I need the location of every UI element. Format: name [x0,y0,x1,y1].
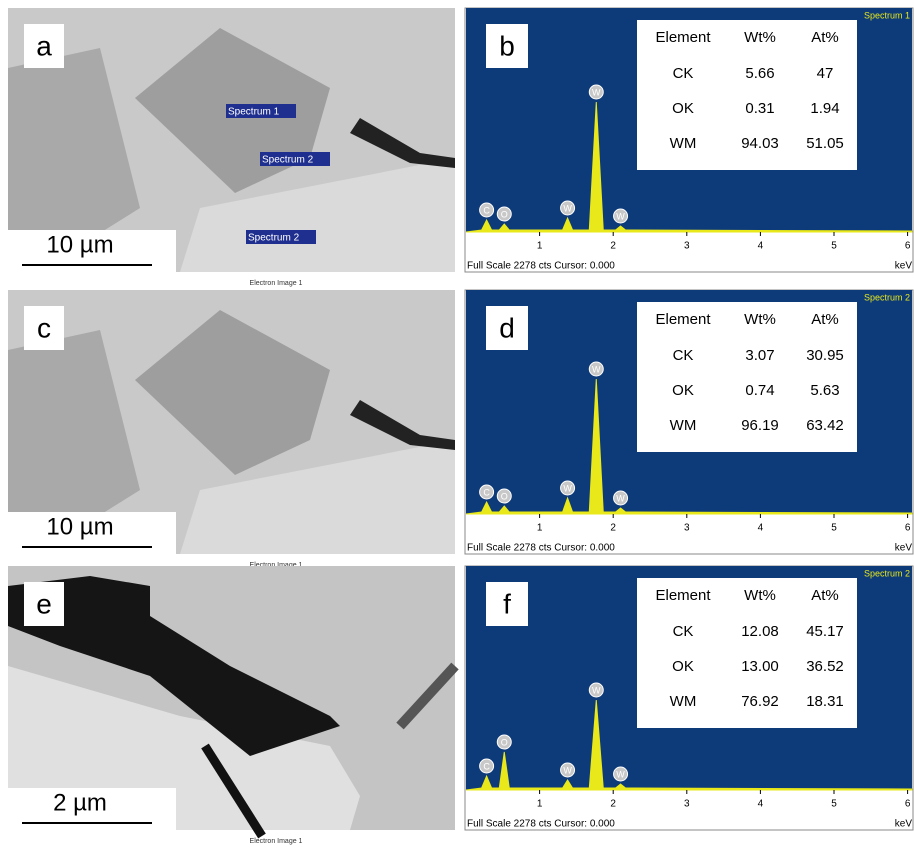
table-header: Element [655,29,711,46]
spectrum-title: Spectrum 2 [864,292,910,302]
scale-text: 10 µm [46,513,113,540]
panel-letter: e [36,588,52,619]
peak-label: O [501,209,508,219]
table-header: At% [811,311,839,328]
table-header: At% [811,587,839,604]
spectrum-footer: Full Scale 2278 cts Cursor: 0.000 [467,819,615,830]
image-caption: Electron Image 1 [250,280,303,287]
x-tick-label: 4 [758,523,764,534]
table-cell: 76.92 [741,693,779,710]
x-tick-label: 3 [684,523,690,534]
table-header: Wt% [744,587,776,604]
peak-label: O [501,737,508,747]
image-caption: Electron Image 1 [250,838,303,845]
table-cell: OK [672,382,694,399]
table-header: Element [655,311,711,328]
peak-label: C [483,487,490,497]
table-header: Element [655,587,711,604]
x-tick-label: 2 [610,799,616,810]
table-cell: OK [672,658,694,675]
spectrum-title: Spectrum 2 [864,568,910,578]
x-tick-label: 4 [758,799,764,810]
spectrum-footer: Full Scale 2278 cts Cursor: 0.000 [467,543,615,554]
table-cell: 5.63 [810,382,839,399]
table-cell: CK [673,65,694,82]
table-cell: 63.42 [806,417,844,434]
x-tick-label: 3 [684,241,690,252]
x-tick-label: 6 [905,523,911,534]
x-tick-label: 2 [610,241,616,252]
panel-letter: b [499,30,515,61]
table-cell: 18.31 [806,693,844,710]
peak-label: C [483,761,490,771]
panel-letter: f [503,588,511,619]
table-cell: WM [670,693,697,710]
table-cell: 0.74 [745,382,774,399]
spot-label: Spectrum 1 [228,107,280,118]
x-unit: keV [895,543,913,554]
panel-letter: d [499,312,515,343]
spot-label: Spectrum 2 [262,155,314,166]
spectrum-title: Spectrum 1 [864,10,910,20]
peak-label: C [483,205,490,215]
x-tick-label: 1 [537,799,543,810]
figure: a Spectrum 1 10 µm Electron Image 1 C O W W W Spe… [0,0,914,848]
table-cell: 45.17 [806,623,844,640]
table-cell: 13.00 [741,658,779,675]
x-tick-label: 6 [905,241,911,252]
table-cell: 51.05 [806,135,844,152]
scale-text: 10 µm [46,231,113,258]
peak-label: W [616,211,625,221]
x-tick-label: 6 [905,799,911,810]
peak-label: W [563,203,572,213]
peak-label: W [616,769,625,779]
x-tick-label: 1 [537,241,543,252]
x-tick-label: 4 [758,241,764,252]
panel-letter: c [37,312,51,343]
table-cell: 12.08 [741,623,779,640]
table-cell: 3.07 [745,347,774,364]
table-cell: 47 [817,65,834,82]
x-tick-label: 1 [537,523,543,534]
table-cell: CK [673,623,694,640]
peak-label: W [563,765,572,775]
table-header: Wt% [744,29,776,46]
x-unit: keV [895,819,913,830]
spot-label: Spectrum 2 [248,233,300,244]
table-cell: 36.52 [806,658,844,675]
peak-label: W [592,87,601,97]
spectrum-footer: Full Scale 2278 cts Cursor: 0.000 [467,261,615,272]
table-cell: WM [670,135,697,152]
panel-letter: a [36,30,52,61]
x-tick-label: 3 [684,799,690,810]
table-cell: 94.03 [741,135,779,152]
table-header: At% [811,29,839,46]
table-cell: 96.19 [741,417,779,434]
x-tick-label: 2 [610,523,616,534]
peak-label: O [501,491,508,501]
scale-text: 2 µm [53,789,107,816]
peak-label: W [616,493,625,503]
peak-label: W [592,685,601,695]
x-unit: keV [895,261,913,272]
peak-label: W [592,364,601,374]
table-cell: WM [670,417,697,434]
table-cell: 30.95 [806,347,844,364]
peak-label: W [563,483,572,493]
table-cell: 5.66 [745,65,774,82]
table-header: Wt% [744,311,776,328]
x-tick-label: 5 [831,799,837,810]
table-cell: 0.31 [745,100,774,117]
table-cell: 1.94 [810,100,839,117]
x-tick-label: 5 [831,241,837,252]
table-cell: CK [673,347,694,364]
x-tick-label: 5 [831,523,837,534]
table-cell: OK [672,100,694,117]
